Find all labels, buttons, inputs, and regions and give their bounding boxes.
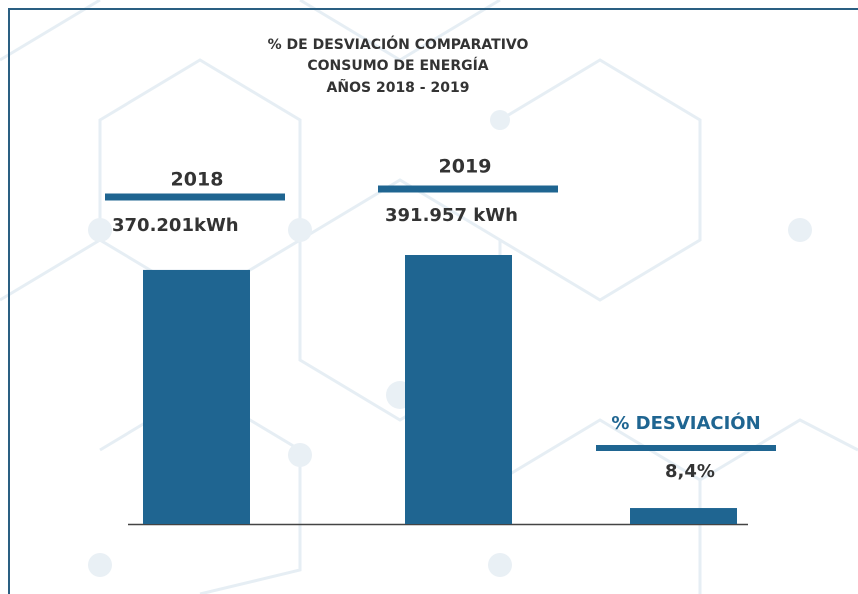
chart-title: AÑOS 2018 - 2019	[327, 79, 470, 96]
frame	[8, 8, 858, 594]
category-label: 2019	[439, 156, 492, 178]
value-label: 370.201kWh	[112, 215, 239, 236]
value-label: 391.957 kWh	[385, 205, 518, 226]
chart-title: % DE DESVIACIÓN COMPARATIVO	[268, 35, 529, 53]
chart-title: CONSUMO DE ENERGÍA	[307, 57, 488, 74]
deviation-label: % DESVIACIÓN	[611, 412, 760, 434]
category-label: 2018	[171, 169, 224, 191]
label-underline	[596, 445, 776, 451]
deviation-bar	[630, 508, 737, 524]
label-underline	[105, 193, 285, 201]
bar	[143, 269, 250, 524]
label-underline	[378, 185, 558, 193]
bar	[405, 255, 512, 524]
deviation-value-label: 8,4%	[665, 461, 715, 482]
